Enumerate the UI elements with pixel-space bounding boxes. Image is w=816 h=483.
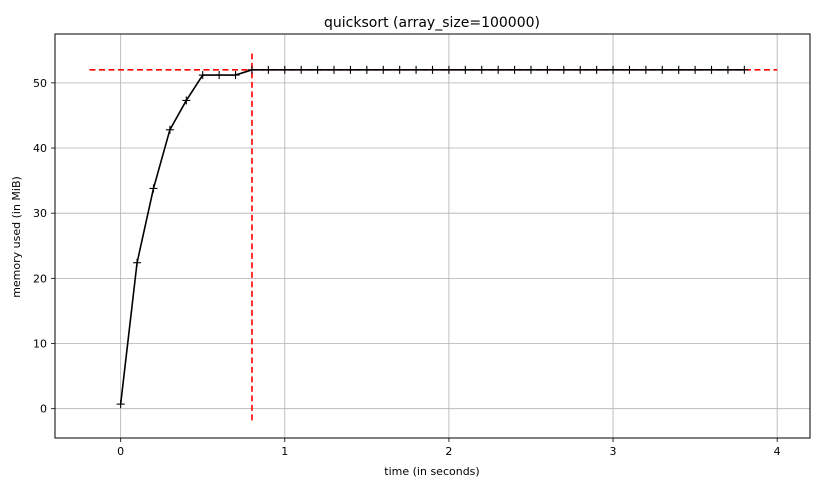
data-point [592, 65, 601, 74]
data-point [674, 65, 683, 74]
data-point [116, 400, 125, 409]
y-tick-label: 0 [40, 403, 47, 416]
data-point [215, 71, 224, 80]
x-tick-label: 2 [445, 445, 452, 458]
data-point [346, 65, 355, 74]
data-point [740, 65, 749, 74]
data-point [576, 65, 585, 74]
x-tick-label: 4 [774, 445, 781, 458]
data-point [559, 65, 568, 74]
y-tick-label: 40 [33, 142, 47, 155]
data-point [641, 65, 650, 74]
x-axis: 0 1 2 3 4 [117, 438, 781, 458]
data-point [494, 65, 503, 74]
y-tick-label: 50 [33, 77, 47, 90]
data-point [428, 65, 437, 74]
data-point [691, 65, 700, 74]
y-tick-label: 10 [33, 338, 47, 351]
data-point [412, 65, 421, 74]
data-point [231, 71, 240, 80]
data-point [379, 65, 388, 74]
y-tick-label: 20 [33, 272, 47, 285]
data-point [264, 65, 273, 74]
y-tick-label: 30 [33, 207, 47, 220]
data-point [198, 71, 207, 80]
data-point [723, 65, 732, 74]
data-point [247, 65, 256, 74]
data-point [444, 65, 453, 74]
data-point [313, 65, 322, 74]
plot-frame [54, 33, 811, 439]
data-point [477, 65, 486, 74]
plot-area [55, 34, 810, 438]
data-point [461, 65, 470, 74]
x-axis-label: time (in seconds) [384, 465, 479, 478]
grid-lines [55, 34, 810, 438]
data-point [280, 65, 289, 74]
data-point [625, 65, 634, 74]
data-point [362, 65, 371, 74]
data-series [116, 65, 749, 409]
data-point [543, 65, 552, 74]
x-tick-label: 1 [281, 445, 288, 458]
data-point [165, 125, 174, 134]
data-point [149, 184, 158, 193]
data-point [707, 65, 716, 74]
data-point [182, 96, 191, 105]
data-point [395, 65, 404, 74]
data-point [510, 65, 519, 74]
x-tick-label: 3 [610, 445, 617, 458]
y-axis: 0 10 20 30 40 50 [33, 77, 55, 416]
data-point [526, 65, 535, 74]
x-tick-label: 0 [117, 445, 124, 458]
data-point [297, 65, 306, 74]
data-point [133, 258, 142, 267]
data-point [609, 65, 618, 74]
y-axis-label: memory used (in MiB) [10, 176, 23, 298]
data-point [330, 65, 339, 74]
chart-title: quicksort (array_size=100000) [324, 15, 540, 31]
data-point [658, 65, 667, 74]
